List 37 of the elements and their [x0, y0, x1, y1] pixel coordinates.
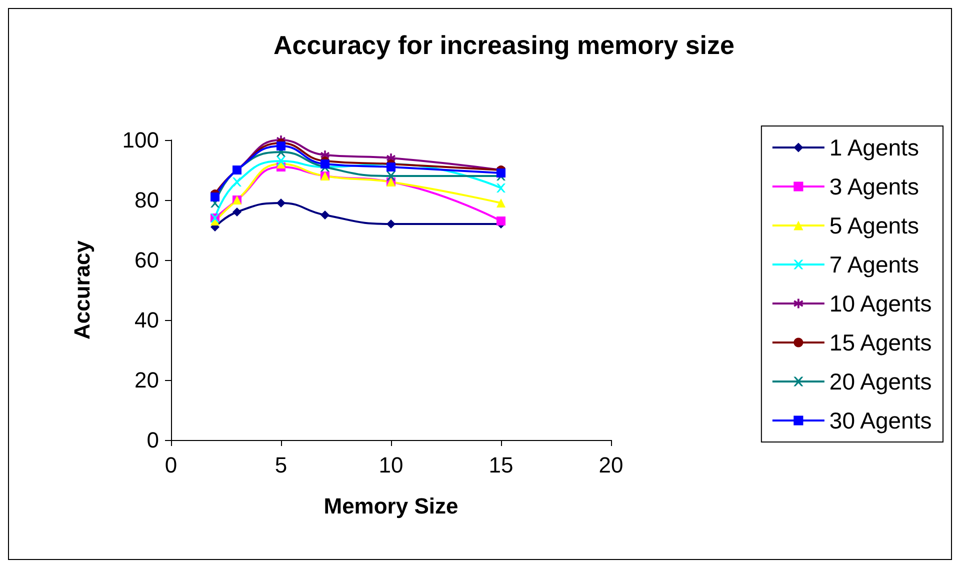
point: [276, 198, 286, 208]
y-tick-label: 80: [134, 188, 159, 212]
point: [386, 162, 396, 172]
legend-label: 10 Agents: [829, 290, 932, 316]
point: [320, 160, 330, 168]
point: [276, 142, 286, 150]
x-tick-label: 0: [164, 452, 178, 478]
y-tick-label: 60: [134, 248, 159, 272]
point: [496, 184, 506, 192]
point: [496, 216, 506, 226]
y-tick-label: 40: [134, 308, 159, 332]
legend-label: 1 Agents: [829, 134, 919, 160]
point: [386, 172, 396, 180]
point: [320, 210, 330, 220]
y-axis-title: Accuracy: [70, 240, 94, 340]
legend-label: 30 Agents: [829, 408, 932, 434]
y-tick-label: 0: [146, 428, 159, 452]
legend-label: 15 Agents: [829, 330, 932, 356]
point: [232, 178, 242, 186]
x-tick-label: 15: [488, 452, 514, 478]
point: [496, 198, 506, 208]
legend-label: 7 Agents: [829, 252, 919, 278]
point: [386, 220, 396, 228]
legend-label: 20 Agents: [829, 368, 932, 394]
x-tick-label: 10: [378, 452, 404, 478]
legend-label: 3 Agents: [829, 174, 919, 200]
legend-label: 5 Agents: [829, 212, 919, 238]
chart-title: Accuracy for increasing memory size: [274, 30, 734, 60]
point: [276, 156, 286, 166]
point: [496, 168, 506, 178]
point: [232, 208, 242, 216]
y-tick-label: 20: [134, 368, 159, 392]
x-axis-title: Memory Size: [324, 494, 458, 518]
point: [210, 192, 220, 202]
y-tick-label: 100: [122, 128, 159, 152]
x-tick-label: 20: [598, 452, 624, 478]
x-tick-label: 5: [274, 452, 288, 478]
